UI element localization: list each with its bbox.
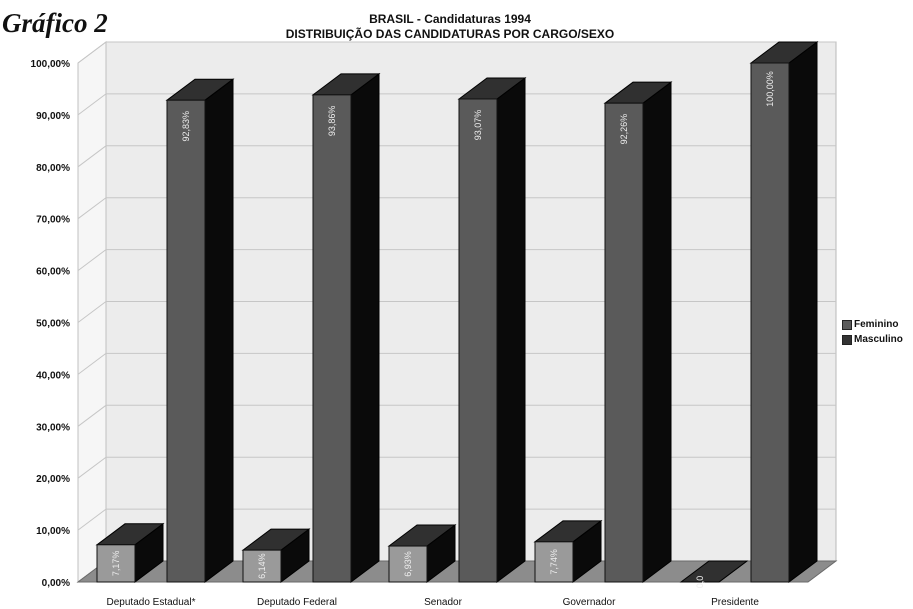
y-tick-label: 0,00%	[42, 578, 70, 589]
bar-data-label: 92,26%	[619, 114, 629, 145]
gridline	[77, 41, 836, 64]
bar-data-label: 93,86%	[327, 106, 337, 137]
bar-data-label: 6,14%	[257, 553, 267, 579]
bar-top	[679, 560, 749, 583]
y-tick-label: 20,00%	[36, 474, 70, 485]
bar-front	[96, 544, 136, 583]
y-tick-label: 90,00%	[36, 111, 70, 122]
bar-front	[242, 549, 282, 583]
bar-side	[204, 78, 234, 583]
bar-front	[458, 98, 498, 583]
bar-masculino: 92,83%	[165, 78, 235, 583]
y-tick-label: 80,00%	[36, 163, 70, 174]
legend-item-masculino: Masculino	[842, 332, 903, 347]
y-tick-label: 10,00%	[36, 526, 70, 537]
gridline	[77, 404, 836, 427]
y-tick-label: 70,00%	[36, 215, 70, 226]
chart-bars: 7,17% 92,83% 6,14% 93,86% 6,93% 93,07% 7,74% 92…	[95, 41, 819, 589]
figure-label: Gráfico 2	[2, 8, 108, 38]
legend-label-feminino: Feminino	[854, 319, 899, 330]
gridline	[77, 352, 836, 375]
bar-data-label: 0,0	[695, 576, 705, 589]
bar-front	[312, 94, 352, 583]
bar-data-label: 7,17%	[111, 551, 121, 577]
legend-swatch-masculino	[842, 334, 852, 345]
gridline	[77, 456, 836, 479]
x-axis-ticks: Deputado Estadual* Deputado Federal Senado…	[107, 597, 760, 608]
chart-title: BRASIL - Candidaturas 1994	[369, 12, 531, 26]
bar-front	[604, 102, 644, 583]
x-tick-label: Deputado Estadual*	[107, 597, 196, 608]
x-tick-label: Senador	[424, 597, 462, 608]
legend-swatch-feminino	[842, 319, 852, 330]
gridline	[77, 508, 836, 531]
y-tick-label: 40,00%	[36, 370, 70, 381]
chart-legend: Feminino Masculino	[842, 317, 903, 347]
chart-subtitle: DISTRIBUIÇÃO DAS CANDIDATURAS POR CARGO/…	[285, 27, 615, 41]
bar-front	[750, 62, 790, 583]
bar-feminino: 7,17%	[95, 522, 165, 583]
y-tick-label: 100,00%	[31, 59, 71, 70]
bar-side	[350, 72, 380, 583]
bar-side	[496, 76, 526, 583]
x-tick-label: Governador	[563, 597, 616, 608]
y-tick-label: 50,00%	[36, 319, 70, 330]
bar-data-label: 7,74%	[549, 549, 559, 575]
bar-data-label: 92,83%	[181, 111, 191, 142]
x-tick-label: Presidente	[711, 597, 759, 608]
gridline	[77, 249, 836, 272]
bar-data-label: 6,93%	[403, 551, 413, 577]
y-tick-label: 30,00%	[36, 422, 70, 433]
bar-side	[788, 41, 818, 583]
y-tick-label: 60,00%	[36, 267, 70, 278]
gridline	[77, 93, 836, 116]
gridline	[77, 145, 836, 168]
bar-data-label: 100,00%	[765, 71, 775, 107]
bar-side	[642, 81, 672, 583]
gridline	[77, 301, 836, 323]
bar-masculino: 92,26%	[603, 81, 673, 583]
bar-front	[166, 99, 206, 583]
y-axis-ticks: 0,00% 10,00% 20,00% 30,00% 40,00% 50,00% 60,00…	[31, 59, 71, 589]
gridline	[77, 197, 836, 220]
bar-feminino: 6,14%	[241, 528, 311, 583]
bar-feminino: 6,93%	[387, 524, 457, 583]
bar-feminino: 0,0	[679, 560, 749, 589]
bar-masculino: 100,00%	[749, 41, 819, 583]
legend-item-feminino: Feminino	[842, 317, 903, 332]
bar-data-label: 93,07%	[473, 110, 483, 141]
bar-masculino: 93,86%	[311, 72, 381, 583]
bar-front	[388, 545, 428, 583]
bar-front	[534, 541, 574, 583]
bar-feminino: 7,74%	[533, 519, 603, 583]
legend-label-masculino: Masculino	[854, 334, 903, 345]
bar-masculino: 93,07%	[457, 76, 527, 583]
x-tick-label: Deputado Federal	[257, 597, 337, 608]
